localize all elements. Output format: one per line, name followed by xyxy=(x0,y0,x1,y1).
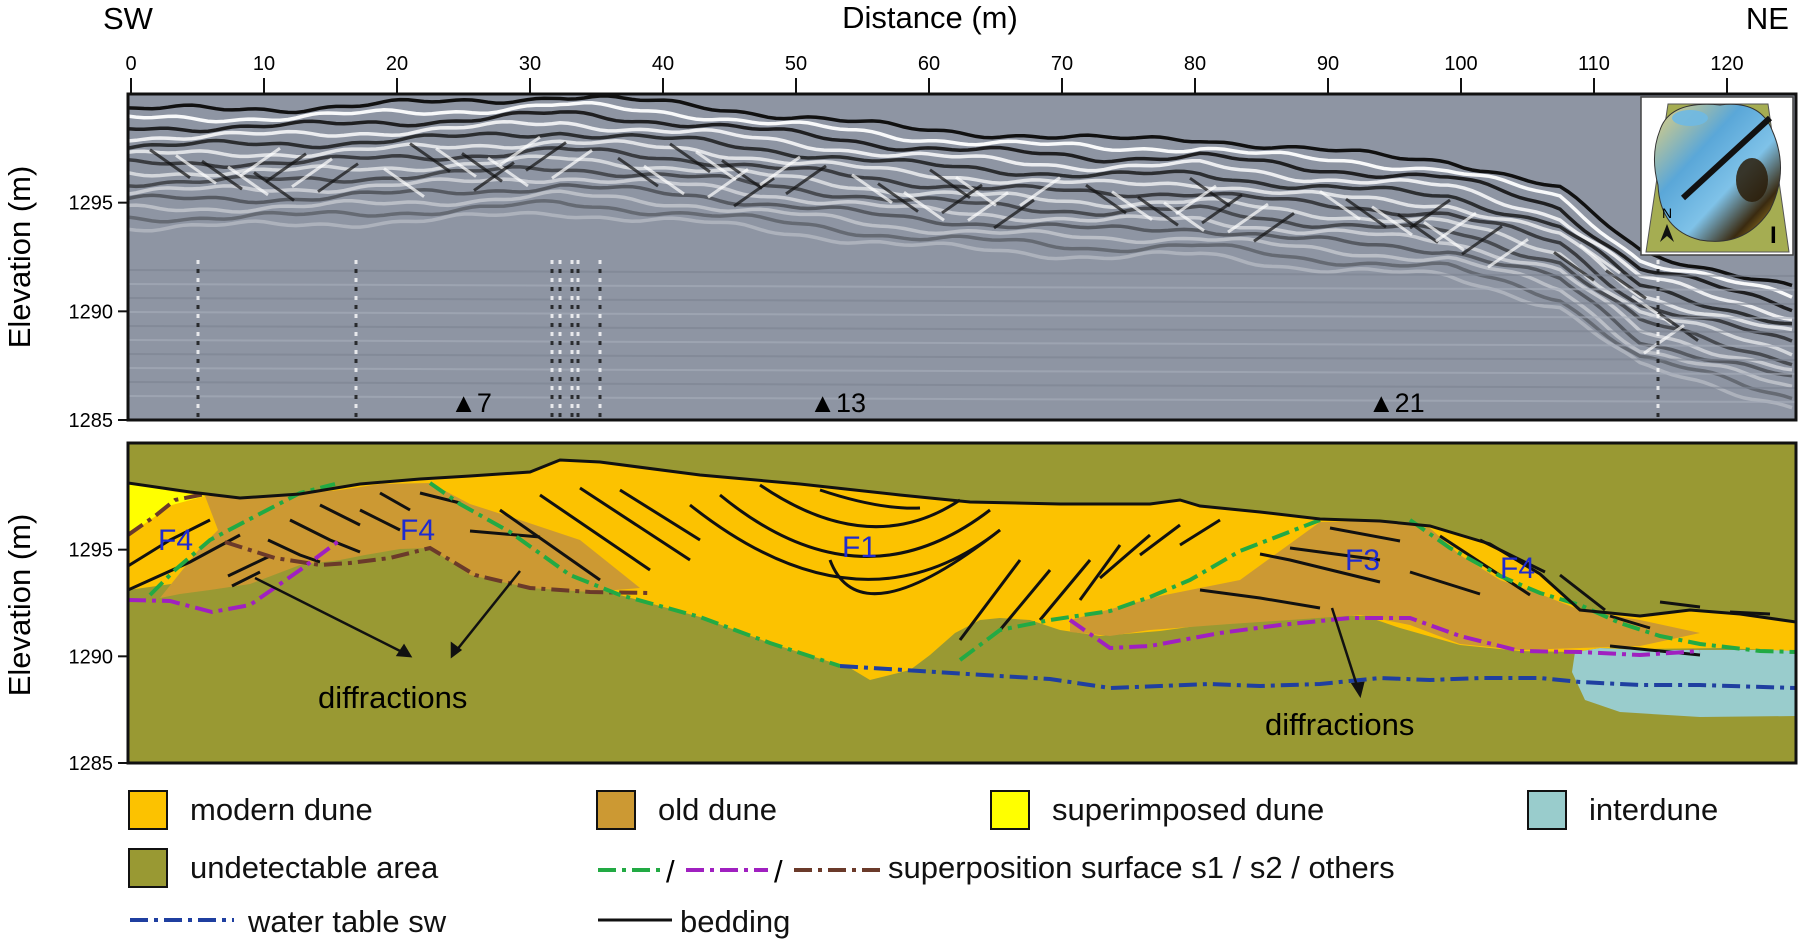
upper-y-tick-label: 1285 xyxy=(69,410,114,432)
x-tick-label: 120 xyxy=(1710,53,1743,75)
survey-marker: ▲21 xyxy=(1368,388,1425,418)
lower-y-tick-label: 1285 xyxy=(69,753,114,775)
legend-label-modern-dune: modern dune xyxy=(190,792,373,827)
legend-water-table-line xyxy=(130,918,234,922)
facies-label-f4-middle: F4 xyxy=(400,514,435,547)
legend-label-superimposed-dune: superimposed dune xyxy=(1052,792,1325,827)
lower-y-axis-ticks: 1295 1290 1285 xyxy=(69,540,128,775)
ne-direction-label: NE xyxy=(1746,1,1789,36)
surface-s1-2 xyxy=(428,481,841,668)
upper-panel-frame xyxy=(126,92,1798,422)
survey-marker: ▲7 xyxy=(450,388,492,418)
inset-map: N I xyxy=(1640,96,1794,256)
inset-label: I xyxy=(1770,222,1777,249)
legend-label-old-dune: old dune xyxy=(658,792,777,827)
x-tick-label: 20 xyxy=(386,53,408,75)
surface-s1-3 xyxy=(958,518,1321,662)
old-dune-right-fill xyxy=(1070,521,1700,650)
legend-swatch-old-dune xyxy=(596,790,636,830)
surface-other-2 xyxy=(224,540,651,595)
legend-swatch-interdune xyxy=(1527,790,1567,830)
legend-bedding-line xyxy=(598,918,672,922)
svg-text:/: / xyxy=(666,854,675,888)
legend-superposition-lines: / / xyxy=(598,854,884,888)
x-tick-label: 0 xyxy=(125,53,136,75)
legend-swatch-superimposed-dune xyxy=(990,790,1030,830)
legend-label-water-table: water table sw xyxy=(248,904,447,939)
facies-label-f4-left: F4 xyxy=(158,524,193,557)
topography-line xyxy=(128,458,1796,624)
survey-markers: ▲7 ▲13 ▲21 xyxy=(450,388,1424,418)
old-dune-left-fill xyxy=(160,483,640,598)
upper-y-axis-title: Elevation (m) xyxy=(2,166,37,349)
superposition-surfaces xyxy=(128,481,1796,668)
legend-swatch-modern-dune xyxy=(128,790,168,830)
water-table-line xyxy=(839,664,1796,691)
diffractions-label-left: diffractions xyxy=(318,680,467,715)
x-tick-label: 100 xyxy=(1444,53,1477,75)
inset-north-label: N xyxy=(1662,205,1672,221)
surface-other-1 xyxy=(128,492,206,537)
upper-panel: 1295 1290 1285 Elevation (m) ▲7 ▲13 ▲21 N I xyxy=(2,92,1798,432)
facies-label-f1: F1 xyxy=(842,531,877,564)
legend-label-bedding: bedding xyxy=(680,904,791,939)
legend-label-undetectable-area: undetectable area xyxy=(190,850,439,885)
radargram-reflections xyxy=(128,94,1796,417)
modern-dune-fill xyxy=(128,460,1796,680)
x-tick-label: 80 xyxy=(1184,53,1206,75)
lower-y-tick-label: 1295 xyxy=(69,540,114,562)
upper-y-tick-label: 1295 xyxy=(69,193,114,215)
x-tick-label: 10 xyxy=(253,53,275,75)
surface-s2-left xyxy=(128,538,342,615)
upper-y-axis-ticks: 1295 1290 1285 xyxy=(69,193,128,432)
lower-y-axis-title: Elevation (m) xyxy=(2,514,37,697)
north-arrow-icon xyxy=(1660,224,1674,242)
surface-s2-right xyxy=(1068,616,1701,658)
lower-panel-frame xyxy=(126,441,1798,765)
x-tick-label: 70 xyxy=(1051,53,1073,75)
x-tick-label: 50 xyxy=(785,53,807,75)
legend-label-interdune: interdune xyxy=(1589,792,1719,827)
facies-labels: F4 F4 F1 F3 F4 xyxy=(158,514,1535,585)
facies-label-f4-right: F4 xyxy=(1500,552,1535,585)
diffraction-arrows xyxy=(254,570,1365,699)
lower-panel: 1295 1290 1285 Elevation (m) F4 F4 F1 F3 F… xyxy=(2,441,1798,775)
diffractions-label-right: diffractions xyxy=(1265,707,1414,742)
x-tick-label: 110 xyxy=(1578,53,1610,75)
x-tick-label: 30 xyxy=(519,53,541,75)
legend-swatch-undetectable-area xyxy=(128,848,168,888)
bedding-lines xyxy=(128,483,1771,657)
x-tick-label: 60 xyxy=(918,53,940,75)
upper-y-tick-label: 1290 xyxy=(69,301,114,323)
radargram-background xyxy=(128,94,1796,420)
surface-s1-1 xyxy=(148,482,336,597)
legend-label-superposition-surface: superposition surface s1 / s2 / others xyxy=(888,850,1395,885)
surface-s1-4 xyxy=(1408,518,1796,654)
x-tick-label: 40 xyxy=(652,53,674,75)
x-axis-title: Distance (m) xyxy=(842,0,1018,35)
svg-text:/: / xyxy=(774,854,783,888)
survey-marker: ▲13 xyxy=(809,388,866,418)
interdune-fill xyxy=(1572,648,1796,717)
sw-direction-label: SW xyxy=(103,1,154,36)
facies-label-f3: F3 xyxy=(1345,544,1380,577)
x-tick-label: 90 xyxy=(1317,53,1339,75)
lower-y-tick-label: 1290 xyxy=(69,646,114,668)
x-axis-ticks: 0 10 20 30 40 50 60 70 80 90 100 110 120 xyxy=(125,53,1744,94)
